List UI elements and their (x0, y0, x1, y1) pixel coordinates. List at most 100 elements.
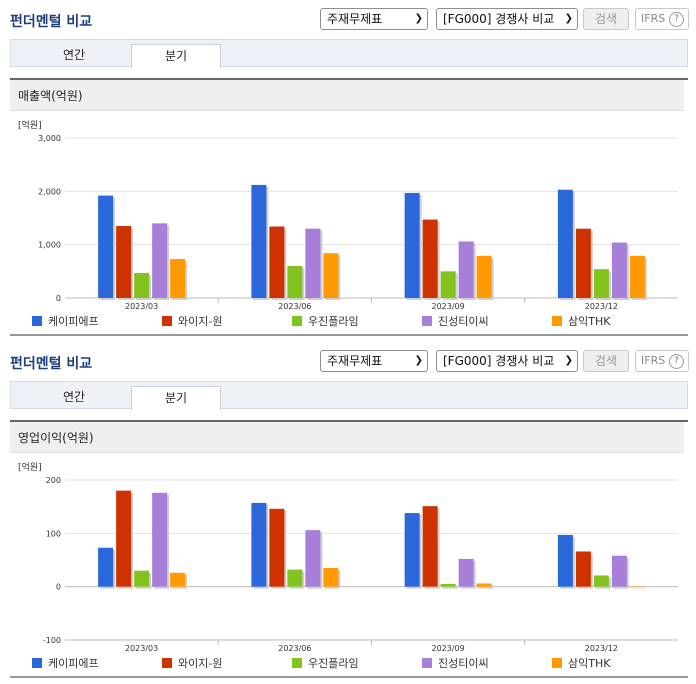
chart-title-bar: 영업이익(억원) (10, 422, 684, 453)
bar (422, 506, 438, 587)
y-tick-label: 100 (46, 529, 61, 538)
bar (269, 226, 285, 298)
bar (575, 228, 591, 298)
y-tick-label: -100 (43, 636, 61, 645)
bar (440, 584, 456, 587)
section-header: 펀더멘털 비교 주재무제표 ❯ [FG000] 경쟁사 비교 ❯ 검색 IFRS… (0, 342, 696, 380)
legend-swatch (162, 658, 172, 668)
bar (557, 189, 573, 298)
chevron-down-icon: ❯ (414, 355, 423, 366)
bar (458, 558, 474, 587)
bar (611, 242, 627, 298)
bar (269, 508, 285, 587)
legend-item[interactable]: 우진플라임 (292, 314, 359, 330)
bar (134, 570, 150, 587)
bar (170, 259, 186, 298)
legend-item[interactable]: 진성티이씨 (422, 314, 489, 330)
chart-title-bar: 매출액(억원) (10, 80, 684, 111)
legend-item[interactable]: 케이피에프 (32, 314, 99, 330)
operating-profit-chart-box: 영업이익(억원) [억원] -100 0 100 200 2023/03 2023/06 2… (10, 420, 688, 678)
legend-swatch (552, 316, 562, 326)
peer-group-value: [FG000] 경쟁사 비교 (443, 12, 555, 26)
bar-shadow (631, 588, 647, 590)
ifrs-help-button[interactable]: IFRS ? (635, 8, 689, 30)
period-tabs: 연간 분기 (10, 381, 688, 410)
legend-swatch (32, 316, 42, 326)
sales-bar-chart: 0 1,000 2,000 3,000 2023/03 2023/06 2023/09 202… (38, 134, 678, 311)
bar (476, 583, 492, 587)
bar (98, 547, 114, 587)
legend-label: 와이지-원 (178, 315, 223, 328)
legend-label: 삼익THK (568, 657, 611, 670)
legend-swatch (422, 658, 432, 668)
legend-item[interactable]: 와이지-원 (162, 656, 222, 672)
legend-label: 진성티이씨 (438, 315, 489, 328)
bar (152, 223, 168, 298)
bar (593, 575, 609, 587)
bar (611, 555, 627, 587)
legend-label: 와이지-원 (178, 657, 223, 670)
x-tick-label: 2023/12 (585, 302, 618, 311)
chevron-down-icon: ❯ (564, 13, 573, 24)
legend-swatch (552, 658, 562, 668)
bar (152, 492, 168, 587)
tab-quarterly[interactable]: 분기 (131, 386, 221, 410)
legend-item[interactable]: 진성티이씨 (422, 656, 489, 672)
bar (629, 255, 645, 298)
legend-item[interactable]: 삼익THK (552, 656, 610, 672)
legend-label: 케이피에프 (48, 657, 99, 670)
chart-title: 영업이익(억원) (18, 431, 94, 445)
bar (575, 551, 591, 587)
bar (404, 513, 420, 587)
operating-profit-bar-chart: -100 0 100 200 2023/03 2023/06 2023/09 2023/12 (43, 476, 678, 653)
peer-group-select[interactable]: [FG000] 경쟁사 비교 ❯ (436, 8, 578, 30)
bar (440, 271, 456, 298)
statement-type-select[interactable]: 주재무제표 ❯ (320, 8, 428, 30)
bar (287, 569, 303, 587)
y-axis-unit: [억원] (18, 463, 42, 473)
y-tick-label: 0 (56, 583, 61, 592)
bar (458, 241, 474, 298)
y-tick-label: 3,000 (38, 134, 61, 143)
tab-annual[interactable]: 연간 (62, 48, 86, 62)
ifrs-label: IFRS (641, 12, 666, 25)
bar-shadow (478, 585, 494, 589)
statement-type-select[interactable]: 주재무제표 ❯ (320, 350, 428, 372)
x-tick-label: 2023/03 (125, 302, 158, 311)
x-tick-label: 2023/12 (585, 644, 618, 653)
chevron-down-icon: ❯ (414, 13, 423, 24)
bar (323, 253, 339, 298)
legend-item[interactable]: 삼익THK (552, 314, 610, 330)
legend-item[interactable]: 우진플라임 (292, 656, 359, 672)
legend-item[interactable]: 와이지-원 (162, 314, 222, 330)
peer-group-select[interactable]: [FG000] 경쟁사 비교 ❯ (436, 350, 578, 372)
bar (629, 586, 645, 588)
x-tick-label: 2023/06 (278, 644, 311, 653)
question-mark-icon: ? (669, 12, 684, 27)
bar (305, 228, 321, 298)
statement-type-value: 주재무제표 (327, 12, 383, 26)
legend-label: 우진플라임 (308, 315, 359, 328)
chevron-down-icon: ❯ (564, 355, 573, 366)
x-tick-label: 2023/09 (432, 644, 465, 653)
y-tick-label: 0 (56, 294, 61, 303)
section-header: 펀더멘털 비교 주재무제표 ❯ [FG000] 경쟁사 비교 ❯ 검색 IFRS… (0, 0, 696, 38)
statement-type-value: 주재무제표 (327, 354, 383, 368)
y-axis-unit: [억원] (18, 121, 42, 131)
peer-group-value: [FG000] 경쟁사 비교 (443, 354, 555, 368)
period-tabs: 연간 분기 (10, 39, 688, 68)
search-button[interactable]: 검색 (583, 8, 629, 30)
tab-annual[interactable]: 연간 (62, 390, 86, 404)
tab-quarterly[interactable]: 분기 (131, 44, 221, 68)
chart-title: 매출액(억원) (18, 89, 83, 103)
search-button[interactable]: 검색 (583, 350, 629, 372)
ifrs-label: IFRS (641, 354, 666, 367)
y-tick-label: 200 (46, 476, 61, 485)
bar (593, 269, 609, 298)
x-tick-label: 2023/09 (432, 302, 465, 311)
legend-item[interactable]: 케이피에프 (32, 656, 99, 672)
ifrs-help-button[interactable]: IFRS ? (635, 350, 689, 372)
bar (251, 502, 267, 587)
bar (170, 572, 186, 587)
bar-shadow (442, 586, 458, 589)
